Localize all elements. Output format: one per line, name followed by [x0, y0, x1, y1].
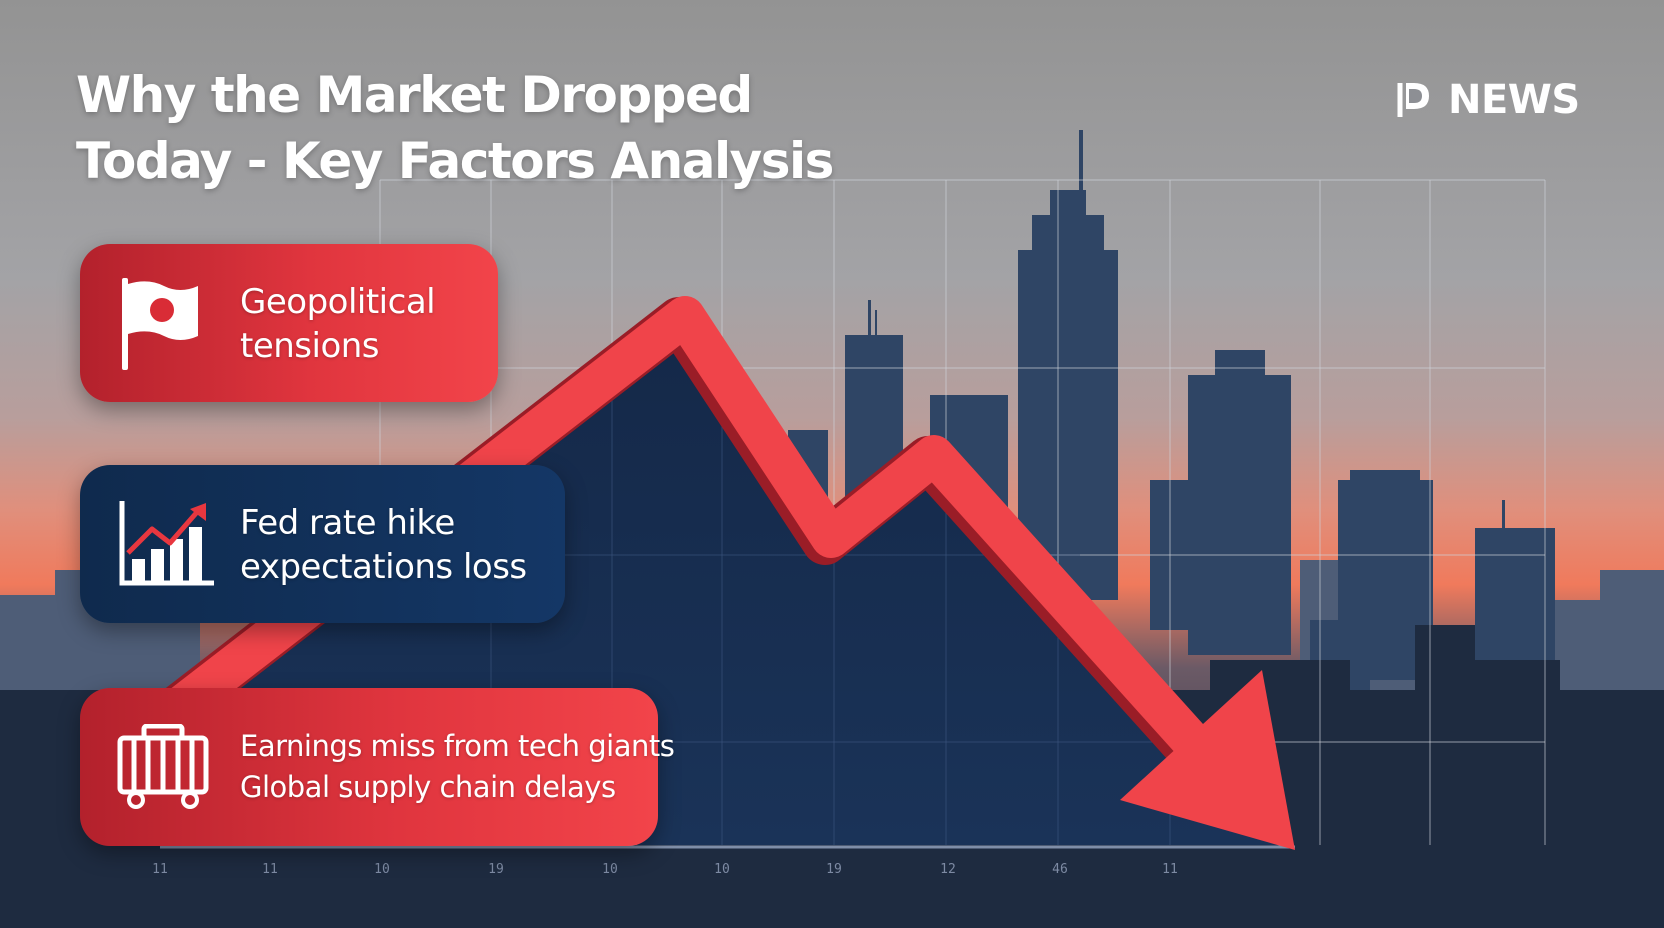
- tick-label: 12: [940, 862, 956, 877]
- flag-icon: [122, 278, 198, 370]
- tick-label: 10: [602, 862, 618, 877]
- tick-label: 19: [826, 862, 842, 877]
- axis-tick-labels: 11 11 10 19 10 10 19 12 46 11: [152, 862, 1178, 877]
- tick-label: 46: [1052, 862, 1068, 877]
- headline-line-2: Today - Key Factors Analysis: [76, 132, 834, 190]
- tick-label: 11: [1162, 862, 1178, 877]
- factor-label: Earnings miss from tech giants Global su…: [240, 729, 675, 804]
- trend-arrow-line: [130, 296, 1215, 765]
- factor-card-fed-rate: Fed rate hike expectations loss: [80, 465, 565, 623]
- tick-label: 11: [262, 862, 278, 877]
- p-logo-icon: [1397, 83, 1429, 117]
- headline: Why the Market Dropped Today - Key Facto…: [76, 62, 834, 194]
- factor-card-geopolitical: Geopolitical tensions: [80, 244, 498, 402]
- trend-arrowhead: [1120, 670, 1295, 850]
- brand-name: NEWS: [1448, 77, 1580, 123]
- tick-label: 11: [152, 862, 168, 877]
- brand-logo: NEWS: [1396, 74, 1580, 126]
- cargo-container-icon: [117, 724, 209, 809]
- rising-bar-chart-icon: [119, 501, 214, 586]
- factor-card-earnings: Earnings miss from tech giants Global su…: [80, 688, 675, 846]
- factor-label: Fed rate hike expectations loss: [240, 503, 527, 587]
- headline-line-1: Why the Market Dropped: [76, 66, 753, 124]
- factor-label: Geopolitical tensions: [240, 282, 436, 366]
- tick-label: 10: [374, 862, 390, 877]
- tick-label: 10: [714, 862, 730, 877]
- tick-label: 19: [488, 862, 504, 877]
